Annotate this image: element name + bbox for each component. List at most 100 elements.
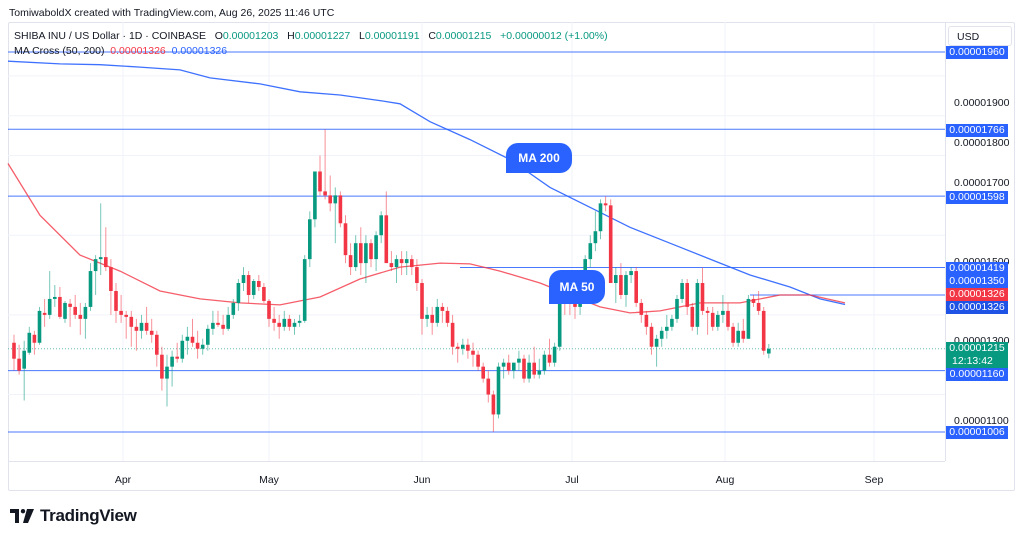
- currency-button[interactable]: USD: [948, 26, 1012, 46]
- candle-body: [588, 243, 593, 260]
- candle-body: [573, 302, 577, 307]
- candle-body: [700, 283, 705, 311]
- candle-body: [262, 286, 266, 301]
- candle-body: [379, 215, 383, 236]
- candle-body: [445, 310, 450, 323]
- candle-body: [537, 370, 542, 375]
- candle-body: [195, 342, 200, 349]
- indicator-title[interactable]: MA Cross (50, 200): [14, 45, 105, 57]
- ma50-annotation[interactable]: MA 50: [549, 270, 605, 304]
- candle-body: [726, 310, 730, 327]
- candle-body: [200, 344, 205, 349]
- candle-body: [185, 336, 190, 341]
- candle-body: [144, 322, 149, 331]
- price-axis-label: 0.00001900: [954, 97, 1010, 109]
- time-axis-label: Apr: [114, 474, 132, 486]
- candle-body: [532, 362, 536, 375]
- candle-body: [476, 354, 480, 367]
- candle-body: [216, 322, 220, 325]
- candle-body: [251, 281, 256, 295]
- price-level-tag: 0.00001766: [946, 124, 1008, 137]
- candle-body: [272, 318, 276, 323]
- candle-body: [338, 195, 343, 224]
- candle-body: [292, 322, 297, 327]
- price-level-tag: 0.00001160: [946, 368, 1008, 381]
- candle-body: [369, 243, 373, 260]
- time-axis-label: May: [259, 474, 279, 486]
- price-axis-label: 0.00001800: [954, 137, 1010, 149]
- candle-body: [114, 290, 118, 311]
- time-axis-label: Sep: [864, 474, 884, 486]
- ma50-line: [7, 163, 846, 314]
- candle-body: [22, 350, 26, 369]
- time-axis-label: Jun: [413, 474, 431, 486]
- high-value: 0.00001227: [294, 30, 351, 42]
- candle-body: [491, 394, 496, 415]
- candle-body: [440, 306, 445, 311]
- tradingview-logo[interactable]: TradingView: [10, 506, 137, 526]
- candle-body: [435, 306, 440, 323]
- candle-body: [399, 259, 404, 264]
- candle-body: [639, 302, 644, 315]
- symbol-title[interactable]: SHIBA INU / US Dollar · 1D · COINBASE: [14, 30, 206, 42]
- candle-body: [318, 171, 322, 192]
- candle-body: [675, 298, 679, 319]
- candle-body: [165, 366, 169, 379]
- low-value: 0.00001191: [364, 30, 420, 42]
- candle-body: [32, 334, 37, 343]
- candle-body: [302, 259, 307, 321]
- candle-body: [348, 255, 353, 268]
- candle-body: [104, 257, 108, 268]
- candle-body: [129, 316, 134, 327]
- candle-body: [282, 318, 287, 327]
- candle-body: [27, 332, 32, 353]
- candle-body: [277, 322, 281, 327]
- candle-body: [598, 203, 603, 232]
- open-label: O: [214, 30, 223, 42]
- candle-body: [287, 318, 292, 327]
- candle-body: [527, 362, 531, 379]
- candle-body: [160, 354, 164, 379]
- candle-body: [68, 303, 72, 307]
- candle-body: [124, 314, 128, 317]
- candle-body: [619, 275, 623, 295]
- candle-body: [17, 358, 21, 371]
- candle-body: [634, 271, 638, 303]
- candle-body: [246, 275, 251, 295]
- candle-body: [221, 324, 225, 329]
- chart-legend: SHIBA INU / US Dollar · 1D · COINBASE O 0…: [14, 29, 608, 59]
- candle-body: [767, 348, 771, 354]
- candle-body: [308, 219, 312, 260]
- price-level-tag: 0.00001326: [946, 288, 1008, 301]
- candle-body: [481, 366, 485, 379]
- close-label: C: [428, 30, 436, 42]
- candle-body: [404, 259, 409, 264]
- candle-body: [180, 340, 185, 359]
- candle-body: [236, 283, 241, 303]
- candle-body: [323, 191, 327, 196]
- candle-body: [257, 281, 261, 287]
- price-axis-label: 0.00001100: [954, 415, 1009, 427]
- candle-body: [542, 354, 547, 371]
- price-level-tag: 0.00001326: [946, 301, 1008, 314]
- low-label: L: [359, 30, 365, 42]
- symbol-row: SHIBA INU / US Dollar · 1D · COINBASE O 0…: [14, 29, 608, 44]
- candle-body: [685, 283, 689, 307]
- candle-body: [721, 310, 725, 315]
- price-level-tag: 0.00001419: [946, 262, 1008, 275]
- candle-body: [149, 330, 154, 335]
- candle-body: [603, 203, 608, 206]
- candle-body: [134, 326, 139, 331]
- candle-body: [670, 318, 674, 327]
- chart-frame: [8, 22, 1015, 491]
- candle-body: [716, 314, 720, 327]
- candle-body: [731, 326, 735, 343]
- candle-body: [170, 356, 174, 367]
- change-value: +0.00000012 (+1.00%): [500, 30, 608, 42]
- candle-body: [93, 259, 98, 272]
- candle-body: [710, 312, 715, 327]
- ma200-annotation[interactable]: MA 200: [506, 143, 572, 173]
- candle-body: [450, 322, 455, 347]
- candle-body: [78, 314, 83, 319]
